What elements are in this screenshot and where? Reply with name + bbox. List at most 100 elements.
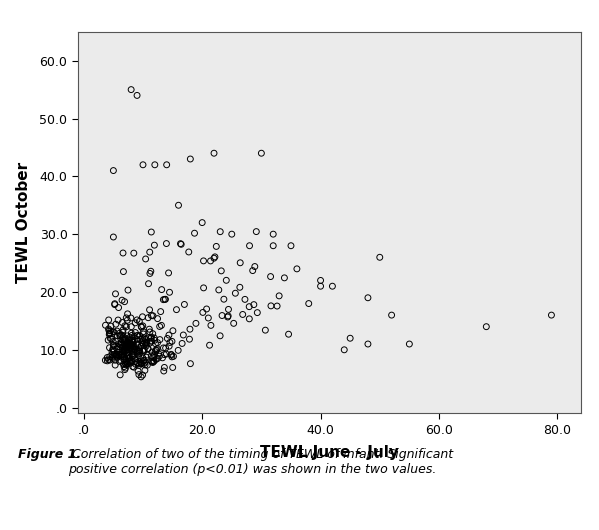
Point — [167, 350, 176, 359]
Point — [106, 322, 116, 330]
Point — [150, 336, 159, 344]
Point — [118, 336, 128, 344]
Point — [119, 347, 129, 356]
Point — [108, 344, 117, 353]
Point — [123, 342, 132, 350]
Point — [125, 333, 135, 341]
Point — [124, 346, 134, 354]
Point — [162, 161, 171, 169]
Point — [141, 340, 151, 349]
Point — [137, 359, 146, 367]
Point — [114, 303, 123, 312]
Point — [159, 363, 169, 372]
Point — [108, 346, 118, 354]
Point — [115, 331, 125, 340]
Point — [121, 343, 131, 352]
Point — [205, 341, 214, 349]
Point — [125, 335, 134, 344]
Point — [482, 322, 491, 331]
Point — [140, 358, 150, 366]
Point — [238, 310, 247, 319]
Point — [256, 149, 266, 157]
Point — [141, 342, 151, 350]
Point — [110, 356, 120, 365]
Point — [139, 356, 149, 365]
Point — [125, 343, 134, 351]
Point — [118, 328, 128, 337]
Point — [204, 314, 213, 322]
Point — [122, 343, 131, 351]
Point — [132, 340, 141, 348]
Point — [128, 336, 137, 344]
Point — [133, 358, 143, 367]
Point — [216, 227, 225, 236]
Point — [138, 161, 148, 169]
Point — [119, 349, 128, 357]
Point — [250, 262, 259, 271]
Point — [132, 358, 141, 367]
Point — [304, 299, 313, 308]
Point — [140, 334, 149, 342]
Point — [144, 325, 154, 333]
Point — [137, 373, 146, 381]
Point — [115, 329, 125, 338]
Point — [104, 356, 113, 364]
Point — [105, 329, 114, 338]
Point — [145, 328, 155, 336]
Point — [340, 346, 349, 354]
Point — [121, 343, 131, 352]
Point — [216, 267, 226, 275]
Point — [244, 315, 254, 323]
Point — [284, 330, 294, 339]
Point — [244, 303, 254, 311]
Point — [266, 272, 276, 281]
Point — [120, 343, 129, 351]
Point — [316, 282, 325, 290]
Point — [123, 316, 132, 324]
Point — [116, 356, 126, 365]
Point — [110, 301, 119, 309]
Point — [235, 259, 245, 267]
Point — [104, 326, 114, 335]
Point — [167, 352, 177, 361]
Point — [157, 285, 167, 294]
Point — [154, 349, 164, 358]
Point — [147, 357, 156, 365]
Point — [123, 341, 132, 349]
Point — [111, 320, 120, 329]
Point — [152, 344, 162, 353]
Point — [209, 254, 219, 262]
Point — [142, 338, 152, 347]
Point — [148, 358, 158, 367]
Point — [119, 352, 128, 361]
Point — [116, 340, 125, 349]
Point — [143, 344, 153, 353]
Point — [199, 257, 208, 265]
Point — [132, 335, 142, 343]
Point — [161, 344, 170, 352]
Point — [138, 328, 148, 336]
Point — [102, 354, 112, 362]
Point — [140, 366, 150, 375]
Point — [146, 339, 155, 347]
Point — [108, 233, 118, 241]
Point — [122, 358, 131, 366]
Point — [547, 311, 556, 320]
Point — [141, 255, 150, 263]
Point — [126, 85, 136, 94]
Point — [120, 365, 129, 374]
Point — [107, 350, 117, 359]
Point — [105, 343, 114, 352]
Point — [128, 363, 138, 371]
Point — [387, 311, 397, 320]
Point — [249, 301, 259, 309]
Point — [127, 355, 137, 364]
Point — [266, 302, 276, 310]
Point — [132, 91, 142, 100]
Point — [150, 339, 160, 348]
Point — [138, 337, 148, 345]
Point — [126, 344, 135, 352]
Point — [126, 359, 135, 367]
Point — [145, 248, 155, 257]
Point — [105, 334, 115, 343]
